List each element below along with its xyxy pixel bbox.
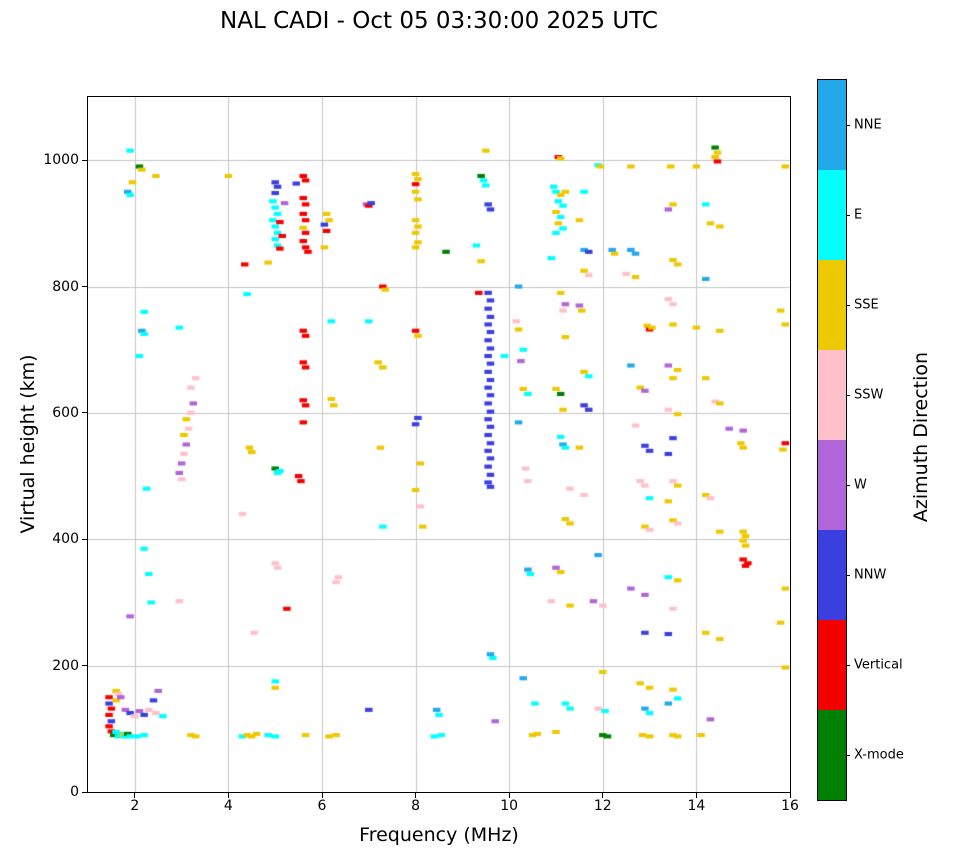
colorbar-tick-mark bbox=[846, 304, 850, 306]
x-tick-mark bbox=[134, 793, 136, 798]
y-tick-label: 400 bbox=[52, 531, 79, 548]
x-tick-label: 6 bbox=[317, 798, 327, 814]
colorbar-tick-label: W bbox=[854, 477, 867, 493]
y-tick-mark bbox=[82, 665, 87, 667]
x-axis-label: Frequency (MHz) bbox=[359, 824, 519, 846]
colorbar-tick-label: SSE bbox=[854, 297, 879, 313]
colorbar-tick-mark bbox=[846, 394, 850, 396]
colorbar-tick-mark bbox=[846, 214, 850, 216]
colorbar-tick-mark bbox=[846, 754, 850, 756]
y-tick-mark bbox=[82, 286, 87, 288]
colorbar-band-nnw bbox=[818, 530, 846, 620]
colorbar-tick-mark bbox=[846, 484, 850, 486]
y-tick-label: 600 bbox=[52, 404, 79, 421]
colorbar-tick-label: SSW bbox=[854, 387, 884, 403]
colorbar-tick-mark bbox=[846, 664, 850, 666]
colorbar-band-x bbox=[818, 710, 846, 800]
x-tick-label: 14 bbox=[687, 798, 706, 814]
chart-title: NAL CADI - Oct 05 03:30:00 2025 UTC bbox=[220, 8, 658, 34]
colorbar-tick-mark bbox=[846, 574, 850, 576]
ionogram-scatter-canvas bbox=[88, 97, 790, 792]
colorbar bbox=[817, 79, 847, 801]
x-tick-label: 16 bbox=[781, 798, 799, 814]
y-tick-mark bbox=[82, 791, 87, 793]
x-tick-mark bbox=[602, 793, 604, 798]
y-tick-label: 800 bbox=[52, 278, 79, 295]
colorbar-band-nne bbox=[818, 80, 846, 170]
x-tick-label: 2 bbox=[130, 798, 140, 814]
x-tick-mark bbox=[415, 793, 417, 798]
x-tick-mark bbox=[508, 793, 510, 798]
colorbar-tick-label: NNE bbox=[854, 117, 882, 133]
x-tick-mark bbox=[695, 793, 697, 798]
y-tick-mark bbox=[82, 159, 87, 161]
y-tick-mark bbox=[82, 538, 87, 540]
x-tick-mark bbox=[227, 793, 229, 798]
x-tick-mark bbox=[321, 793, 323, 798]
x-tick-label: 8 bbox=[411, 798, 421, 814]
x-tick-mark bbox=[789, 793, 791, 798]
colorbar-band-e bbox=[818, 170, 846, 260]
x-tick-label: 4 bbox=[223, 798, 233, 814]
colorbar-band-sse bbox=[818, 260, 846, 350]
colorbar-tick-label: Vertical bbox=[854, 657, 903, 673]
colorbar-band-v bbox=[818, 620, 846, 710]
colorbar-band-ssw bbox=[818, 350, 846, 440]
y-tick-label: 1000 bbox=[43, 152, 79, 169]
plot-area bbox=[87, 96, 791, 793]
colorbar-axis-label: Azimuth Direction bbox=[910, 351, 932, 523]
colorbar-tick-label: X-mode bbox=[854, 747, 904, 763]
colorbar-tick-label: E bbox=[854, 207, 863, 223]
y-tick-label: 0 bbox=[70, 784, 79, 800]
y-tick-label: 200 bbox=[52, 657, 79, 674]
y-tick-mark bbox=[82, 412, 87, 414]
x-tick-label: 10 bbox=[500, 798, 519, 814]
colorbar-tick-mark bbox=[846, 124, 850, 126]
x-tick-label: 12 bbox=[593, 798, 612, 814]
colorbar-band-w bbox=[818, 440, 846, 530]
colorbar-tick-label: NNW bbox=[854, 567, 887, 583]
y-axis-label: Virtual height (km) bbox=[17, 354, 39, 534]
